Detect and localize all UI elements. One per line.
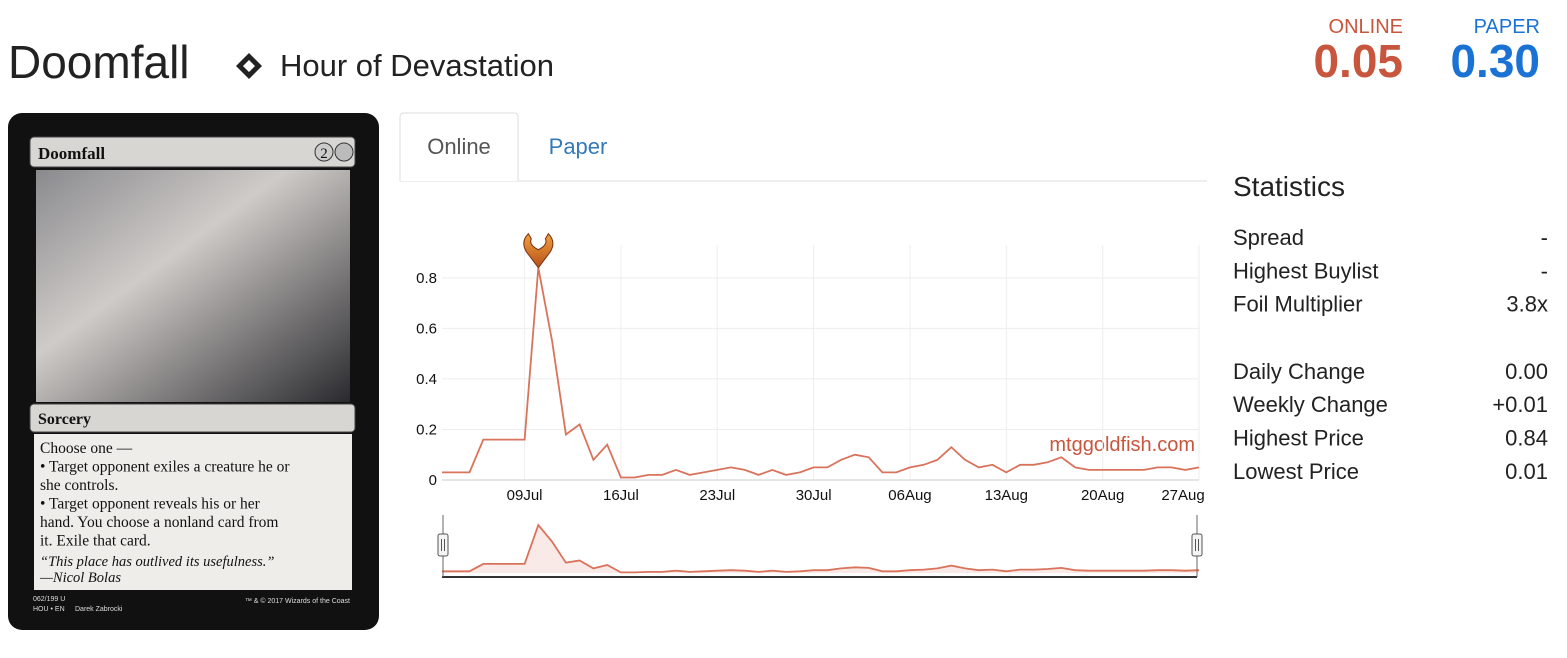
stat-value: 0.84 [1505, 426, 1548, 451]
card-text-box [34, 434, 352, 590]
stat-value: - [1541, 258, 1548, 283]
price-label: PAPER [1474, 16, 1540, 38]
card-art [36, 170, 350, 402]
rules-line: • Target opponent reveals his or her [40, 496, 261, 513]
watermark: mtggoldfish.com [1049, 434, 1195, 456]
stat-label: Highest Buylist [1233, 258, 1379, 283]
y-tick-label: 0.4 [416, 371, 437, 388]
rules-line: Choose one — [40, 440, 133, 457]
card-image: Doomfall 2 Sorcery Choose one — • Target … [8, 113, 379, 630]
y-tick-label: 0.6 [416, 320, 437, 337]
x-tick-label: 13Aug [985, 487, 1028, 504]
x-tick-label: 23Jul [699, 487, 735, 504]
price-value: 0.05 [1313, 35, 1403, 87]
stat-value: - [1541, 225, 1548, 250]
card-footer: Darek Zabrocki [75, 606, 123, 613]
card-footer: ™ & © 2017 Wizards of the Coast [245, 597, 350, 605]
stat-value: +0.01 [1492, 392, 1548, 417]
set-name: Hour of Devastation [280, 48, 554, 83]
card-text: Choose one — • Target opponent exiles a c… [33, 440, 350, 613]
stat-label: Spread [1233, 225, 1304, 250]
stat-value: 3.8x [1506, 292, 1548, 317]
stats-table: Spread - Highest Buylist - Foil Multiplier 3.… [1233, 225, 1548, 484]
x-tick-label: 16Jul [603, 487, 639, 504]
price-chart: mtggoldfish.com 0 0.2 0.4 0.6 0.8 09Jul 16Jul 2… [416, 232, 1205, 578]
navigator-line [442, 523, 1200, 574]
card-title: Doomfall [8, 36, 190, 88]
price-label: ONLINE [1329, 16, 1403, 38]
mana-symbol [314, 142, 334, 162]
stat-label: Weekly Change [1233, 392, 1388, 417]
navigator-area [442, 525, 1199, 573]
stat-value: 0.01 [1505, 459, 1548, 484]
card-name-bar [29, 136, 356, 168]
stat-label: Foil Multiplier [1233, 292, 1363, 317]
x-tick-label: 20Aug [1081, 487, 1124, 504]
navigator-handle[interactable] [437, 533, 449, 557]
stats-title: Statistics [1233, 171, 1345, 202]
x-tick-label: 06Aug [888, 487, 931, 504]
rules-line: • Target opponent exiles a creature he o… [40, 459, 290, 476]
tab[interactable]: Paper [549, 134, 608, 159]
stat-label: Lowest Price [1233, 459, 1359, 484]
stat-label: Daily Change [1233, 359, 1365, 384]
set-icon [236, 53, 262, 79]
mana-symbol [334, 142, 354, 162]
card-footer: HOU • EN [33, 606, 65, 613]
card-mana: 2 [320, 146, 328, 162]
card-type-bar [29, 403, 356, 433]
tab-active[interactable] [399, 112, 519, 181]
y-tick-label: 0 [429, 472, 437, 489]
x-tick-label: 30Jul [796, 487, 832, 504]
y-tick-label: 0.2 [416, 421, 437, 438]
card-footer: 062/199 U [33, 596, 65, 603]
rules-line: it. Exile that card. [40, 533, 151, 550]
tab[interactable]: Online [427, 134, 491, 159]
flavor-line: —Nicol Bolas [39, 570, 121, 586]
price-value: 0.30 [1450, 35, 1540, 87]
rules-line: hand. You choose a nonland card from [40, 514, 278, 531]
card-type: Sorcery [38, 411, 91, 428]
x-tick-label: 27Aug [1161, 487, 1204, 504]
stat-value: 0.00 [1505, 359, 1548, 384]
stat-label: Highest Price [1233, 426, 1364, 451]
price-line [442, 267, 1200, 479]
navigator-handle[interactable] [1191, 533, 1203, 557]
event-marker [523, 232, 554, 269]
y-tick-label: 0.8 [416, 270, 437, 287]
card-name: Doomfall [38, 144, 105, 163]
flavor-line: “This place has outlived its usefulness.… [40, 554, 274, 570]
rules-line: she controls. [40, 477, 118, 494]
x-tick-label: 09Jul [507, 487, 543, 504]
